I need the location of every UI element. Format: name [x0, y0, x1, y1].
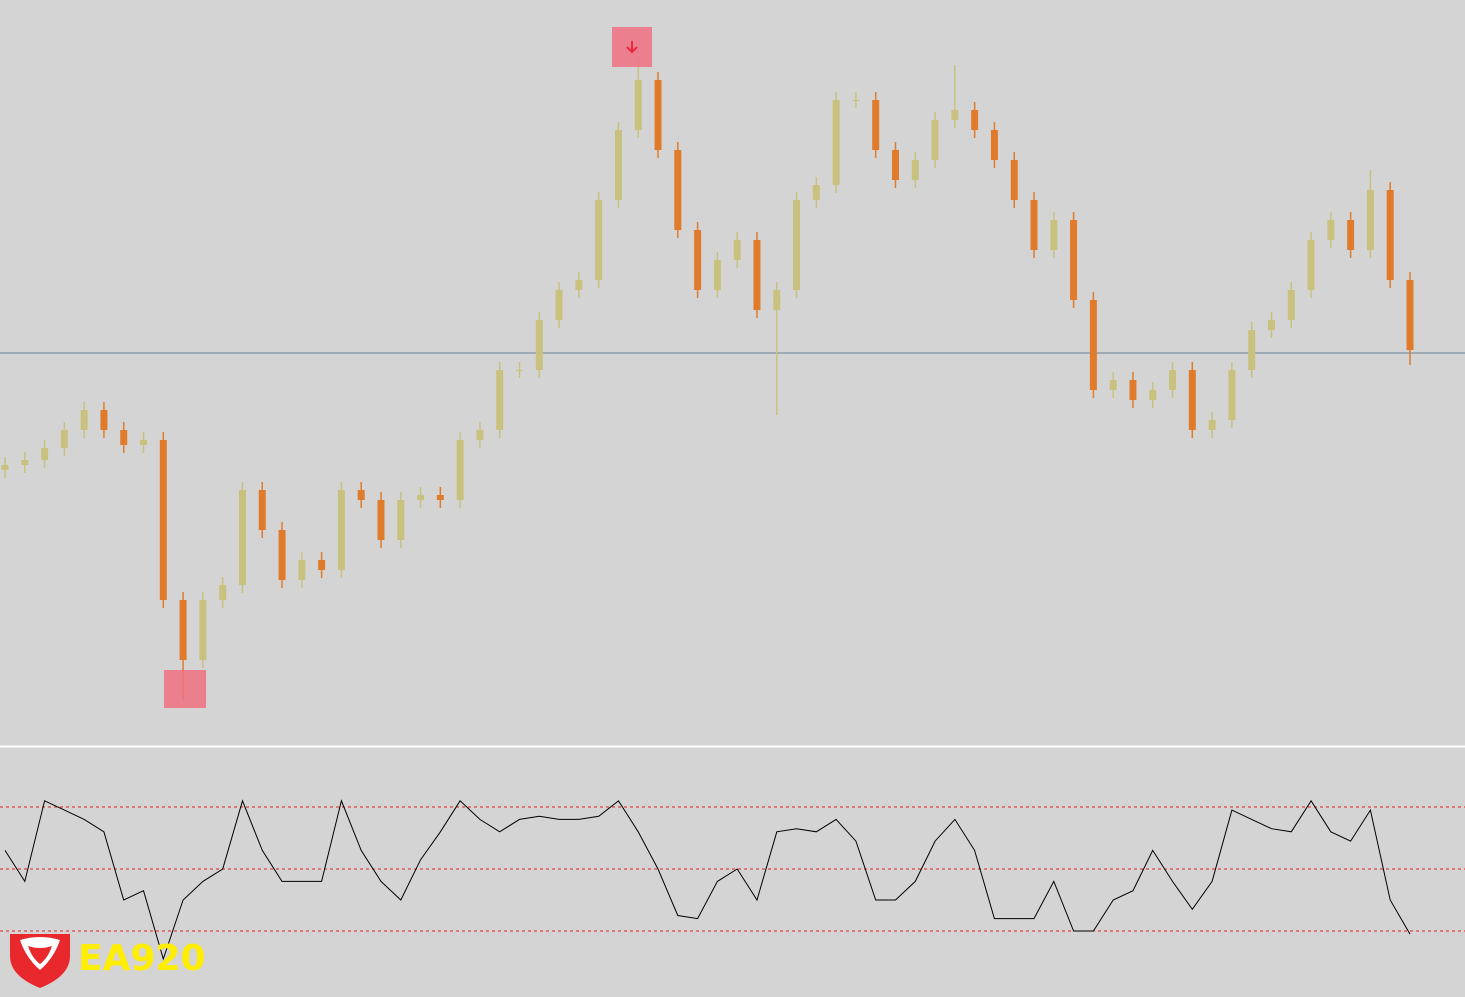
candle-body	[60, 430, 68, 448]
candle-body	[397, 500, 405, 540]
candle-body	[120, 430, 128, 445]
candle-body	[951, 110, 959, 120]
candle-body	[1, 465, 9, 470]
candle-body	[614, 130, 622, 200]
candle-body	[140, 440, 148, 445]
candle-body	[219, 585, 227, 600]
candle-body	[41, 448, 49, 460]
logo-text: EA920	[78, 938, 206, 979]
candle-body	[753, 240, 761, 310]
candle-body	[852, 100, 860, 101]
candle-body	[990, 130, 998, 160]
candle-body	[1366, 190, 1374, 250]
candle-body	[595, 200, 603, 280]
candle-body	[1267, 320, 1275, 330]
candle-body	[1010, 160, 1018, 200]
candle-body	[793, 200, 801, 290]
candle-body	[535, 320, 543, 370]
candle-body	[1386, 190, 1394, 280]
candle-body	[1188, 370, 1196, 430]
candle-body	[733, 240, 741, 260]
candle-body	[971, 110, 979, 130]
candle-body	[80, 410, 88, 430]
candle-body	[1287, 290, 1295, 320]
candle-body	[1129, 380, 1137, 400]
candle-body	[100, 410, 108, 430]
candle-body	[872, 100, 880, 150]
candle-body	[1169, 370, 1177, 390]
candle-body	[476, 430, 484, 440]
candle-body	[713, 260, 721, 290]
candle-body	[694, 230, 702, 290]
candle-body	[318, 560, 326, 570]
signal-marker-buy	[164, 670, 206, 708]
candle-body	[456, 440, 464, 500]
candle-body	[1109, 380, 1117, 390]
candle-body	[773, 290, 781, 310]
candle-body	[496, 370, 504, 430]
candle-body	[278, 530, 286, 580]
price-panel	[0, 60, 1465, 700]
candle-body	[179, 600, 187, 660]
candle-body	[1327, 220, 1335, 240]
candle-body	[159, 440, 167, 600]
candle-body	[634, 80, 642, 130]
candle-body	[357, 490, 365, 500]
candle-body	[377, 500, 385, 540]
candle-body	[1089, 300, 1097, 390]
candle-body	[1030, 200, 1038, 250]
candle-body	[1149, 390, 1157, 400]
candle-body	[1228, 370, 1236, 420]
candle-body	[1406, 280, 1414, 350]
candle-body	[238, 490, 246, 585]
candle-body	[654, 80, 662, 150]
candle-body	[1248, 330, 1256, 370]
candle-body	[417, 495, 425, 500]
candle-body	[555, 290, 563, 320]
candle-body	[812, 185, 820, 200]
candle-body	[1208, 420, 1216, 430]
candle-body	[1307, 240, 1315, 290]
candle-body	[337, 490, 345, 570]
candle-body	[931, 120, 939, 160]
oscillator-panel	[0, 799, 1465, 961]
candle-body	[258, 490, 266, 530]
candle-body	[832, 100, 840, 185]
candle-body	[911, 160, 919, 180]
candle-body	[199, 600, 207, 660]
candle-body	[21, 460, 29, 465]
signal-marker-sell	[612, 27, 652, 67]
candle-body	[516, 370, 524, 371]
candle-body	[1070, 220, 1078, 300]
oscillator-line	[4, 799, 1411, 961]
logo: EA920	[10, 934, 206, 988]
candle-body	[436, 495, 444, 500]
candle-body	[1347, 220, 1355, 250]
candle-body	[674, 150, 682, 230]
candle-body	[1050, 220, 1058, 250]
candle-body	[575, 280, 583, 290]
candle-body	[891, 150, 899, 180]
candle-body	[298, 560, 306, 580]
